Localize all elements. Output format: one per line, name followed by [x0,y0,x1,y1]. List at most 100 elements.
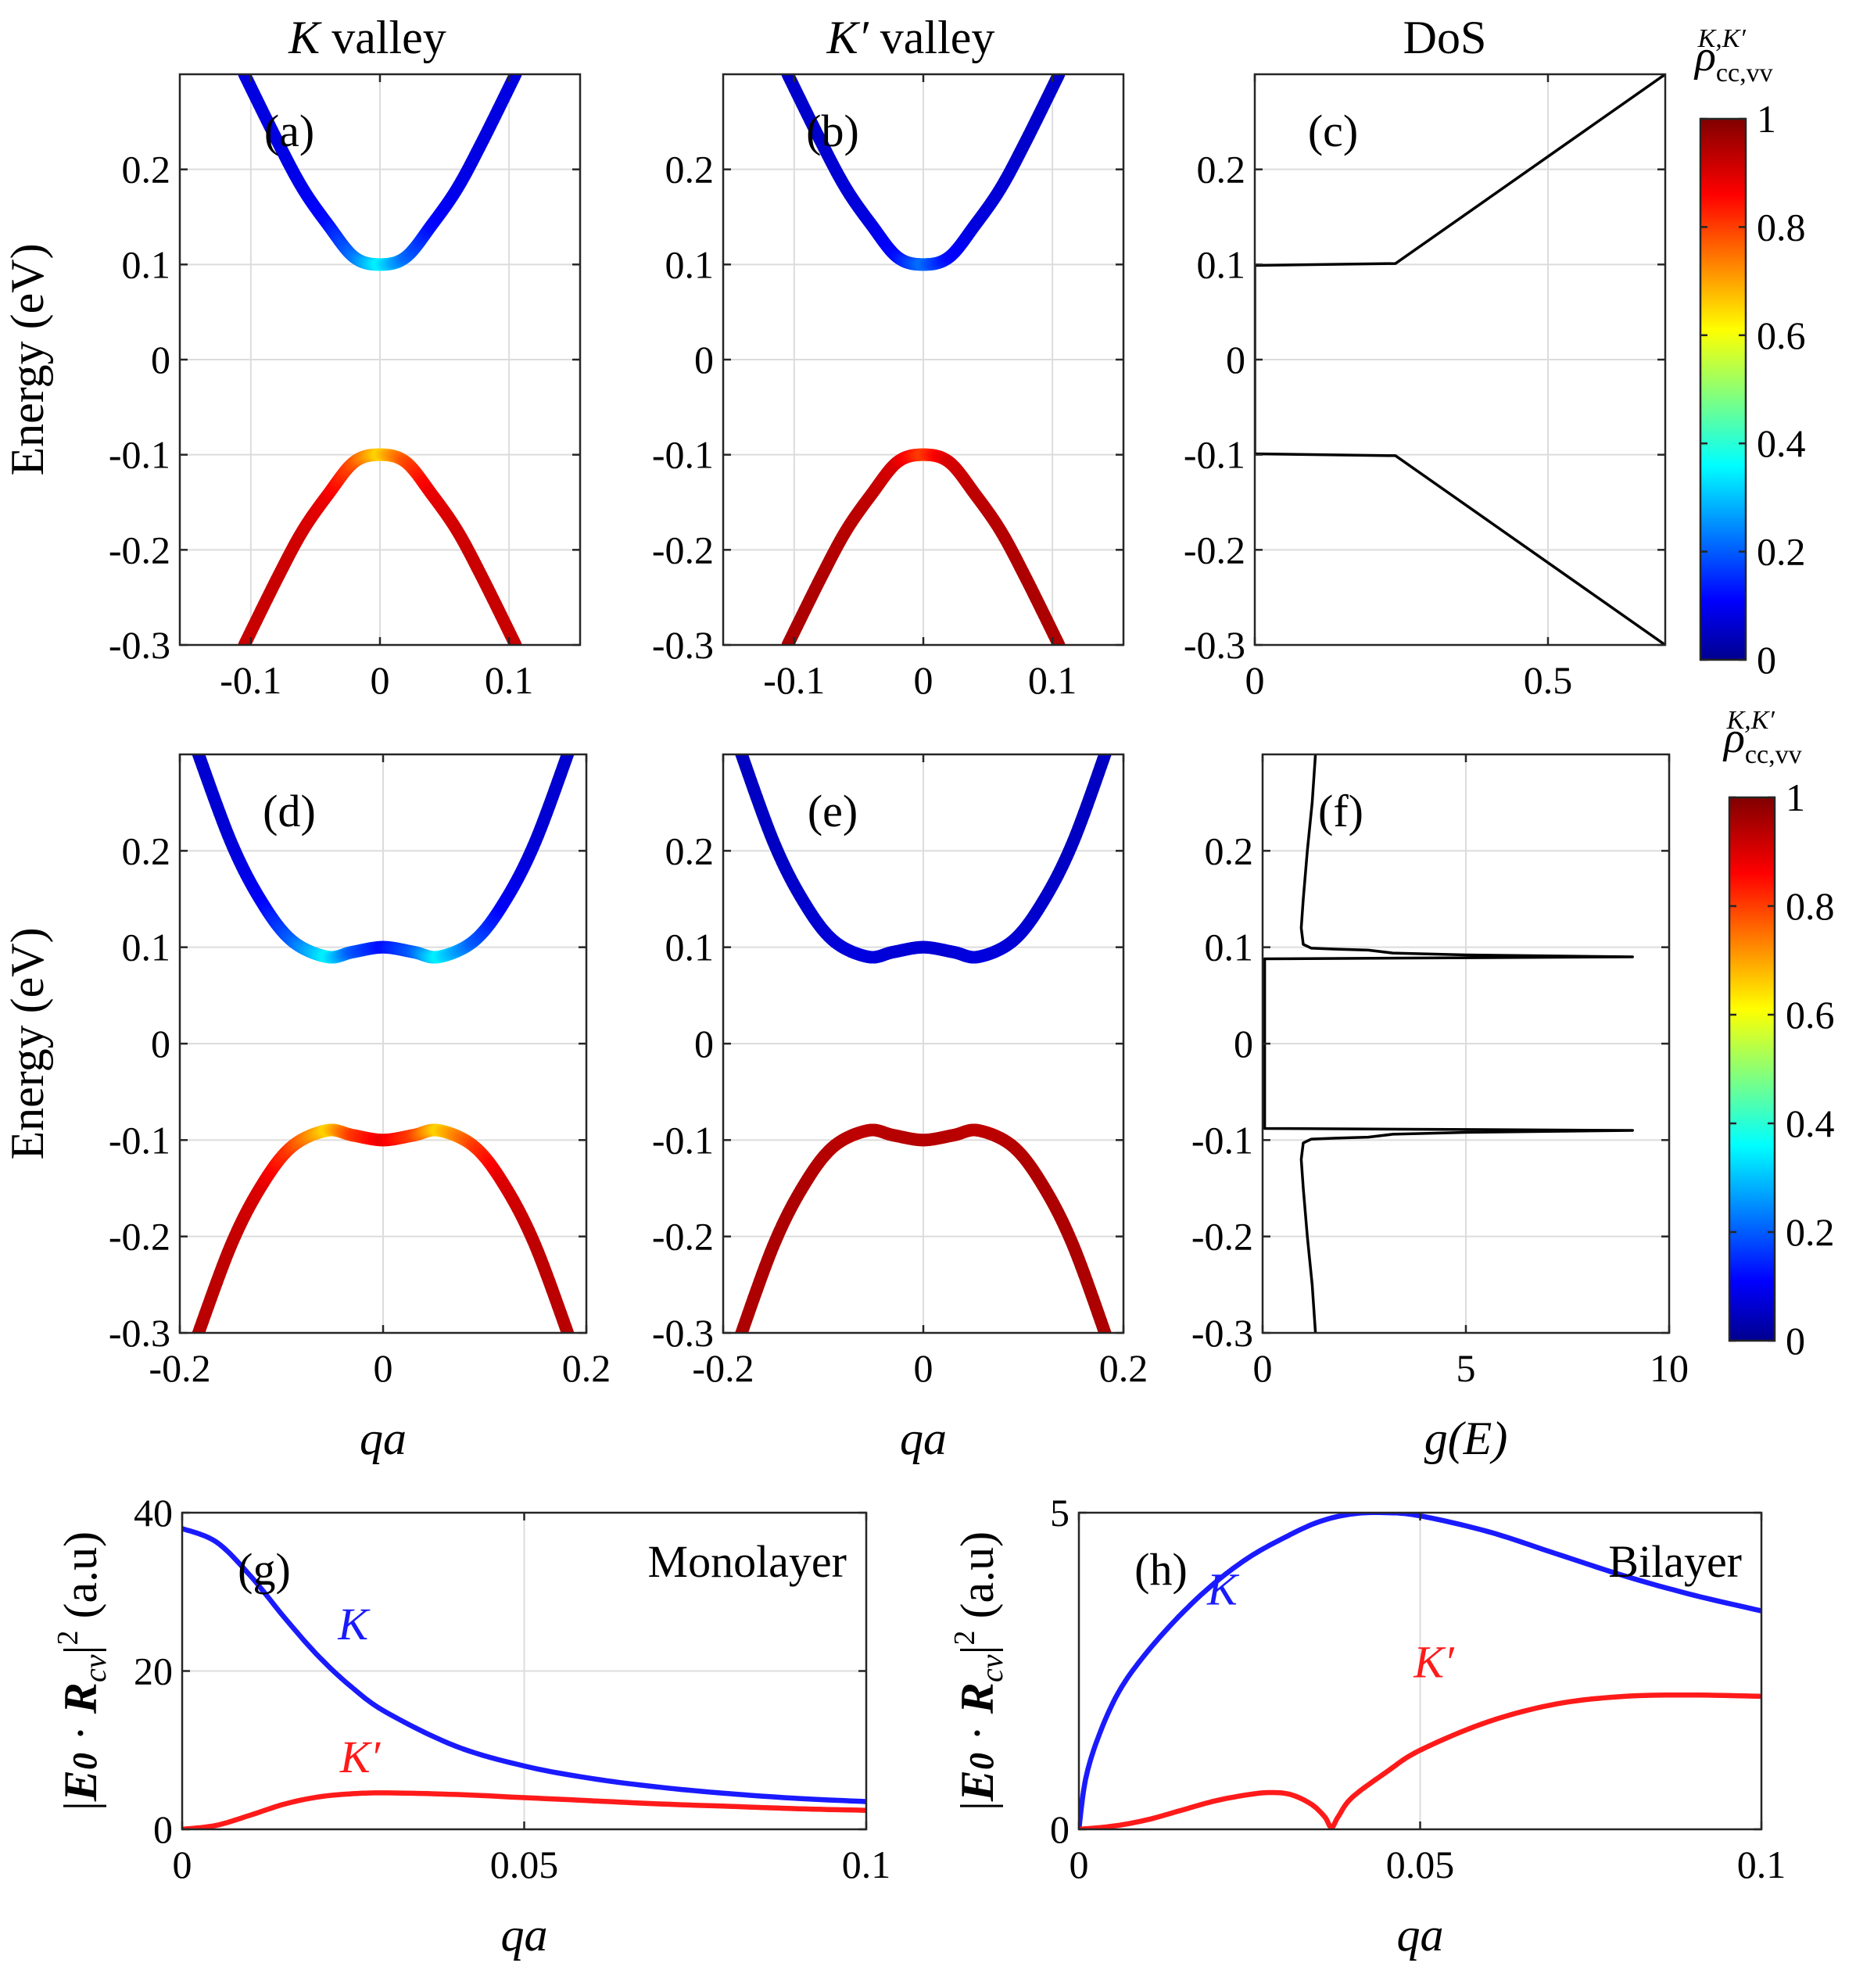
ytick-label-f-2: -0.1 [1191,1118,1253,1162]
ytick-label-e-0: -0.3 [652,1311,714,1355]
panel-d: -0.2 0 0.2-0.3-0.2-0.100.10.2(d)Energy (eV… [2,753,611,1464]
xtick-label-e-1: 0 [914,1346,933,1390]
colorbar-ticklabel-cb2-3: 0.6 [1786,993,1835,1037]
ytick-label-b-1: -0.2 [652,528,714,571]
ylabel-part-g-7: 2 [52,1631,84,1646]
series-group-c [1255,74,1665,645]
ytick-label-g-1: 20 [134,1650,173,1693]
series-a-conduction [238,74,522,271]
band-segment-e-conduction-1 [735,754,748,761]
series-label-g-k: K [337,1599,371,1650]
band-segment-d-conduction-167 [567,754,572,755]
panel-label-f: (f) [1318,786,1363,836]
ytick-label-f-4: 0.1 [1205,926,1254,969]
ytick-label-c-1: -0.2 [1184,528,1245,571]
ylabel-part-g-3: · [55,1714,106,1753]
ytick-label-h-0: 0 [1050,1807,1070,1851]
ytick-label-d-4: 0.1 [122,926,171,969]
colorbar-ticklabel-cb2-5: 1 [1786,775,1805,819]
colorbar-label-rho-cb2: ρ [1722,714,1745,762]
band-segment-e-conduction-167 [1104,754,1110,755]
annotation-h: Bilayer [1608,1536,1742,1587]
ytick-label-b-5: 0.2 [665,148,715,192]
xtick-label-f-0: 0 [1253,1346,1273,1390]
title-k-valley-suffix: valley [320,12,446,63]
colorbar-ticklabel-cb1-1: 0.2 [1757,530,1806,574]
ylabel-part-h-0: | [951,1801,1003,1811]
colorbar-label-sup-cb2: K,K′ [1726,706,1775,735]
ylabel-part-h-7: 2 [948,1631,981,1646]
band-segment-e-valence-167 [1104,1332,1110,1333]
ytick-label-c-0: -0.3 [1184,623,1245,667]
xtick-label-c-0: 0 [1245,658,1265,702]
ylabel-part-g-1: E [55,1770,106,1802]
ylabel-g: |E0 · Rcv|2 (a.u) [52,1531,113,1811]
colorbar-ticklabel-cb1-2: 0.4 [1757,421,1806,465]
xtick-label-a-0: -0.1 [220,658,281,702]
ytick-label-e-4: 0.1 [665,926,715,969]
xtick-label-b-2: 0.1 [1028,658,1077,702]
series-group-h [1079,1513,1761,1829]
ytick-label-b-4: 0.1 [665,242,715,286]
ytick-label-f-5: 0.2 [1205,829,1254,872]
ylabel-part-h-3: · [951,1714,1003,1753]
panel-label-e: (e) [808,786,858,836]
series-g-kprime [182,1790,866,1829]
ylabel-part-g-8: (a.u) [55,1531,106,1631]
series-group-g [182,1526,866,1829]
colorbar-label-cb2: ρcc,vv K,K′ [1722,706,1802,769]
band-segment-d-valence-167 [567,1332,572,1333]
ylabel-h: |E0 · Rcv|2 (a.u) [948,1531,1009,1811]
panel-label-b: (b) [806,106,859,156]
ylabel-part-g-5: cv [77,1654,113,1682]
series-h-k [1079,1513,1761,1829]
panel-e: -0.2 0 0.2-0.3-0.2-0.100.10.2(e)qa [652,753,1148,1464]
ytick-label-e-3: 0 [694,1022,714,1066]
xtick-label-g-0: 0 [173,1843,192,1886]
series-group-d [192,754,575,1333]
xtick-label-e-0: -0.2 [692,1346,754,1390]
xtick-label-a-2: 0.1 [485,658,534,702]
ytick-label-f-3: 0 [1234,1022,1253,1066]
ytick-label-e-5: 0.2 [665,829,715,872]
colorbar-ticklabel-cb2-1: 0.2 [1786,1210,1835,1254]
title-kprime-valley: K′ valley [826,12,995,63]
colorbar-ticklabel-cb1-5: 1 [1757,97,1776,141]
ytick-label-a-1: -0.2 [109,528,170,571]
ylabel-part-g-4: R [55,1682,106,1714]
ytick-label-a-3: 0 [151,338,170,381]
series-group-b [781,74,1066,645]
ytick-label-a-4: 0.1 [122,242,171,286]
colorbar-label-sup-cb1: K,K′ [1697,24,1747,53]
colorbar-ticklabel-cb2-0: 0 [1786,1319,1805,1363]
xtick-label-f-2: 10 [1650,1346,1689,1390]
ytick-label-c-3: 0 [1226,338,1245,381]
xtick-label-h-1: 0.05 [1386,1843,1455,1886]
xtick-label-e-2: 0.2 [1099,1346,1148,1390]
ytick-label-e-2: -0.1 [652,1118,714,1162]
xlabel-f: g(E) [1424,1413,1508,1464]
colorbar-gradient-cb1 [1699,117,1747,661]
xtick-label-a-1: 0 [371,658,390,702]
ytick-label-e-1: -0.2 [652,1215,714,1259]
series-label-h-kprime: K′ [1413,1637,1455,1688]
colorbar-label-sub-cb2: cc,vv [1745,740,1802,769]
colorbar-gradient-cb2 [1728,796,1776,1342]
colorbar-ticklabel-cb1-4: 0.8 [1757,205,1806,249]
ytick-label-d-1: -0.2 [109,1215,170,1259]
ytick-label-b-0: -0.3 [652,623,714,667]
colorbar-ticklabel-cb1-0: 0 [1757,638,1776,682]
colorbar-ticklabel-cb1-3: 0.6 [1757,313,1806,357]
series-g-k [182,1526,866,1804]
ytick-label-b-2: -0.1 [652,433,714,477]
panel-b: -0.1 0 0.1 -0.3 -0.2 -0.1 0 0.1 0.2 (b) [652,73,1125,702]
xlabel-d: qa [360,1413,407,1464]
ylabel-part-h-6: | [951,1646,1003,1655]
panel-f: 0 5 10 -0.3 -0.2 -0.1 0 0.1 0.2 (f) g(E) [1191,753,1689,1464]
ylabel-d: Energy (eV) [2,927,53,1159]
title-k-valley: K valley [288,12,446,63]
title-dos: DoS [1403,12,1487,63]
